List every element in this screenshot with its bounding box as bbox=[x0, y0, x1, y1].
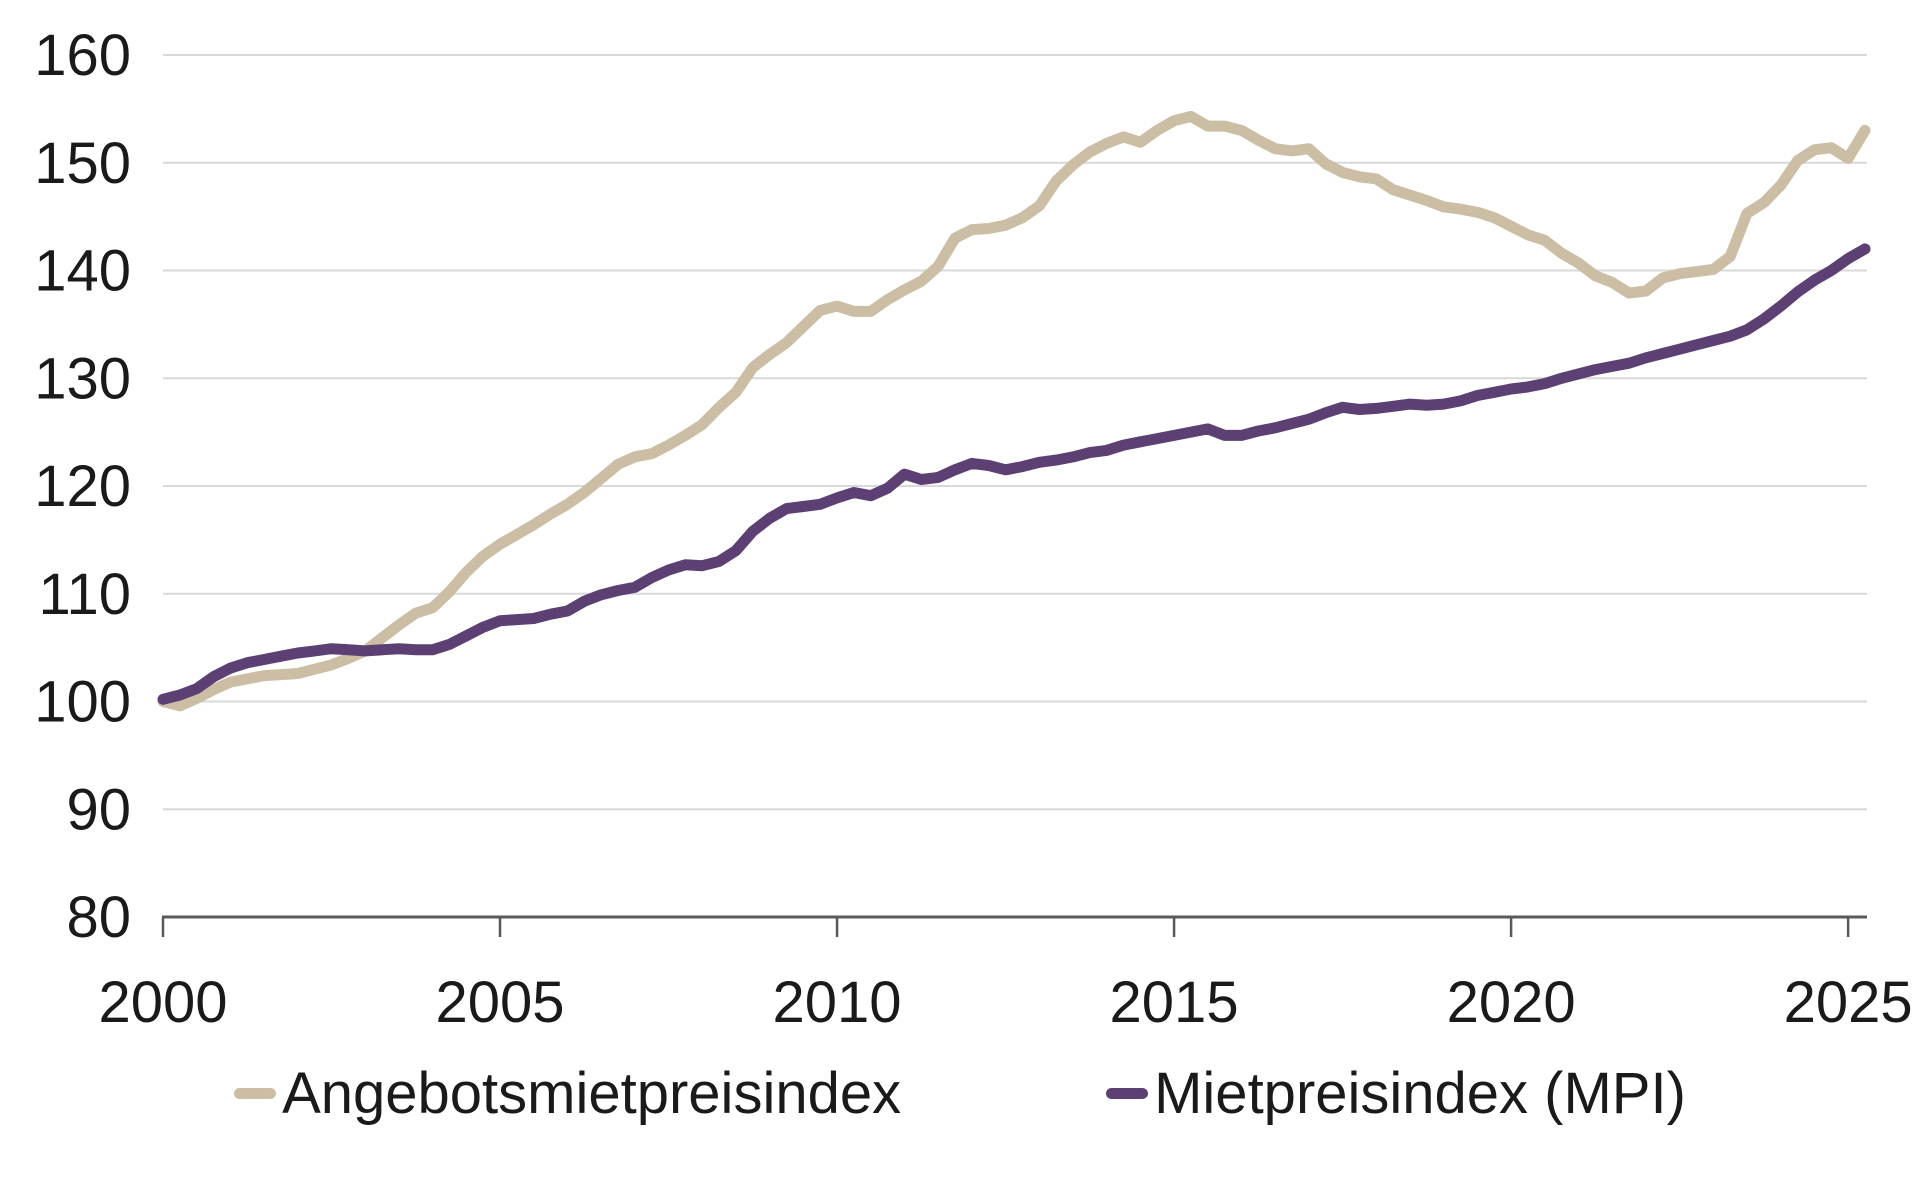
y-tick-label-140: 140 bbox=[34, 239, 131, 304]
x-tick-label-2000: 2000 bbox=[98, 970, 227, 1035]
legend-label-angebotsmietpreisindex: Angebotsmietpreisindex bbox=[282, 1061, 902, 1126]
x-tick-label-2015: 2015 bbox=[1110, 970, 1239, 1035]
x-tick-label-2010: 2010 bbox=[773, 970, 902, 1035]
y-axis-tick-labels: 80 90 100 110 120 130 140 150 160 bbox=[34, 23, 131, 950]
y-tick-label-160: 160 bbox=[34, 23, 131, 88]
chart-legend: Angebotsmietpreisindex Mietpreisindex (M… bbox=[0, 1062, 1920, 1126]
legend-item-angebotsmietpreisindex: Angebotsmietpreisindex bbox=[234, 1062, 901, 1126]
x-tick-label-2025: 2025 bbox=[1784, 970, 1913, 1035]
y-tick-label-130: 130 bbox=[34, 346, 131, 411]
x-tick-label-2005: 2005 bbox=[436, 970, 565, 1035]
series-line-angebotsmietpreisindex bbox=[157, 110, 1871, 712]
y-tick-label-80: 80 bbox=[66, 885, 131, 950]
legend-swatch-angebotsmietpreisindex bbox=[234, 1088, 277, 1100]
legend-label-mietpreisindex: Mietpreisindex (MPI) bbox=[1154, 1061, 1686, 1126]
horizontal-gridlines bbox=[163, 54, 1867, 811]
data-series-lines bbox=[157, 110, 1871, 712]
series-line-mietpreisindex bbox=[157, 243, 1871, 705]
legend-swatch-mietpreisindex bbox=[1106, 1088, 1149, 1100]
x-axis-tick-labels: 2000 2005 2010 2015 2020 2025 bbox=[98, 970, 1912, 1035]
y-tick-label-90: 90 bbox=[66, 777, 131, 842]
y-tick-label-110: 110 bbox=[39, 562, 131, 627]
y-tick-label-100: 100 bbox=[34, 670, 131, 735]
legend-item-mietpreisindex: Mietpreisindex (MPI) bbox=[1106, 1062, 1686, 1126]
x-tick-label-2020: 2020 bbox=[1447, 970, 1576, 1035]
y-tick-label-150: 150 bbox=[34, 131, 131, 196]
x-axis bbox=[161, 915, 1867, 937]
y-tick-label-120: 120 bbox=[34, 454, 131, 519]
